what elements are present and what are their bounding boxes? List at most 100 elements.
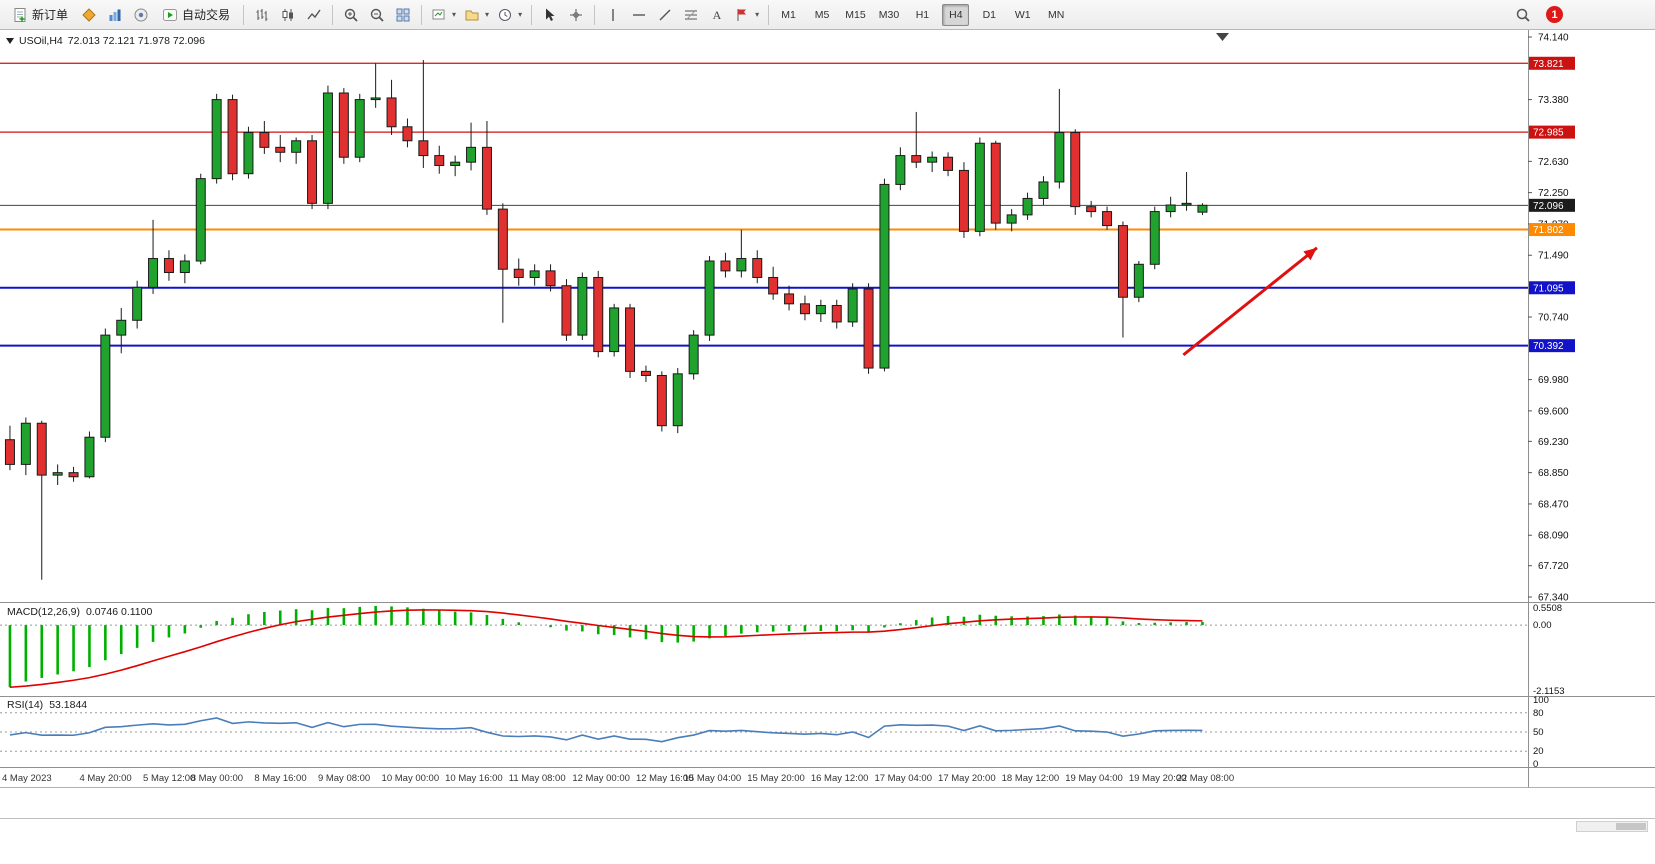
new-chart-button[interactable]: ▾ (427, 3, 460, 27)
candle (68, 466, 79, 482)
candle (338, 88, 349, 164)
text-tool-icon: A (709, 7, 725, 23)
flag-icon (734, 7, 750, 23)
candle (402, 118, 413, 148)
line-chart-button[interactable] (301, 3, 327, 27)
arrows-tool-button[interactable]: ▾ (730, 3, 763, 27)
zoom-out-button[interactable] (364, 3, 390, 27)
candle (418, 60, 429, 168)
timeframe-m15[interactable]: M15 (842, 4, 869, 26)
candle (20, 417, 31, 476)
auto-trading-button[interactable]: 自动交易 (154, 3, 238, 27)
timeframe-m5[interactable]: M5 (809, 4, 836, 26)
price-tag-71.802 (1529, 223, 1575, 237)
charts-icon (107, 7, 123, 23)
trend-arrow-head[interactable] (1303, 247, 1317, 261)
cursor-button[interactable] (537, 3, 563, 27)
time-axis-label: 22 May 08:00 (1177, 773, 1235, 784)
timeframe-d1[interactable]: D1 (976, 4, 1003, 26)
rsi-axis-label: 50 (1533, 727, 1544, 738)
candle (132, 280, 143, 329)
candle (1086, 200, 1097, 218)
price-tick-label: 73.380 (1538, 95, 1569, 106)
timeframe-w1[interactable]: W1 (1009, 4, 1036, 26)
candle-body (148, 258, 159, 288)
timeframe-h1[interactable]: H1 (909, 4, 936, 26)
candle (386, 79, 397, 135)
new-order-label: 新订单 (32, 8, 69, 22)
time-axis-label: 15 May 04:00 (684, 773, 742, 784)
macd-name: MACD(12,26,9) (7, 606, 80, 618)
candle-body (513, 268, 524, 278)
period-button[interactable]: ▾ (493, 3, 526, 27)
charts-button[interactable] (102, 3, 128, 27)
candle (116, 307, 127, 354)
time-axis-label: 4 May 20:00 (79, 773, 131, 784)
one-click-trading-toggle[interactable] (6, 38, 14, 44)
price-tick-label: 68.090 (1538, 531, 1569, 542)
timeframe-m1[interactable]: M1 (775, 4, 802, 26)
new-order-button[interactable]: 新订单 (4, 3, 76, 27)
toolbar-separator (768, 4, 770, 25)
macd-signal-line (9, 609, 1203, 689)
timeframe-h4[interactable]: H4 (942, 3, 970, 26)
diamond-button[interactable] (76, 3, 102, 27)
price-tag-label: 71.802 (1533, 225, 1564, 236)
horizontal-scrollbar[interactable] (1576, 821, 1648, 832)
price-tag-72.985 (1529, 125, 1575, 139)
candle-body (656, 374, 667, 427)
candle-body (1197, 204, 1208, 213)
time-axis-label: 19 May 04:00 (1065, 773, 1123, 784)
crosshair-button[interactable] (563, 3, 589, 27)
candle-body (116, 319, 127, 336)
scrollbar-thumb[interactable] (1616, 823, 1646, 830)
candle (148, 219, 159, 294)
trend-arrow-line[interactable] (1182, 246, 1318, 357)
candle-body (958, 169, 969, 232)
trendline-button[interactable] (652, 3, 678, 27)
tile-windows-button[interactable] (390, 3, 416, 27)
rsi-line (9, 717, 1203, 743)
candle-body (736, 258, 747, 272)
candle (768, 266, 779, 300)
candle-body (466, 146, 477, 163)
candle-body (672, 373, 683, 427)
notification-badge[interactable]: 1 (1546, 6, 1563, 23)
candle-body (879, 183, 890, 369)
bar-chart-button[interactable] (249, 3, 275, 27)
chart-canvas[interactable]: 74.14073.38072.63072.25071.87071.49070.7… (0, 0, 1655, 834)
price-tag-73.821 (1529, 56, 1575, 70)
candle (243, 126, 254, 179)
zoom-in-button[interactable] (338, 3, 364, 27)
candle (990, 140, 1001, 230)
price-tick-label: 68.850 (1538, 468, 1569, 479)
candle-body (1054, 132, 1065, 183)
candle-body (863, 288, 874, 369)
candle-body (768, 276, 779, 295)
candle-body (561, 285, 572, 336)
timeframe-mn[interactable]: MN (1043, 4, 1070, 26)
chevron-down-icon: ▾ (452, 10, 457, 19)
horizontal-line-button[interactable] (626, 3, 652, 27)
templates-button[interactable]: ▾ (460, 3, 493, 27)
price-tag-label: 71.095 (1533, 283, 1564, 294)
search-button[interactable] (1510, 3, 1536, 27)
help-button[interactable] (128, 3, 154, 27)
chart-area: 74.14073.38072.63072.25071.87071.49070.7… (0, 30, 1655, 864)
text-tool-button[interactable]: A (704, 3, 730, 27)
zoom-in-icon (343, 7, 359, 23)
fibonacci-button[interactable] (678, 3, 704, 27)
candle (815, 299, 826, 322)
chart-shift-marker[interactable] (1216, 33, 1229, 41)
time-axis-label: 19 May 20:00 (1129, 773, 1187, 784)
candle-body (831, 304, 842, 323)
candle-body (195, 178, 206, 262)
candle (1181, 172, 1192, 211)
price-tag-label: 70.392 (1533, 341, 1564, 352)
diamond-icon (81, 7, 97, 23)
candle (450, 155, 461, 177)
candlestick-chart-button[interactable] (275, 3, 301, 27)
vertical-line-button[interactable] (600, 3, 626, 27)
rsi-indicator-label: RSI(14) 53.1844 (7, 699, 87, 711)
timeframe-m30[interactable]: M30 (875, 4, 902, 26)
